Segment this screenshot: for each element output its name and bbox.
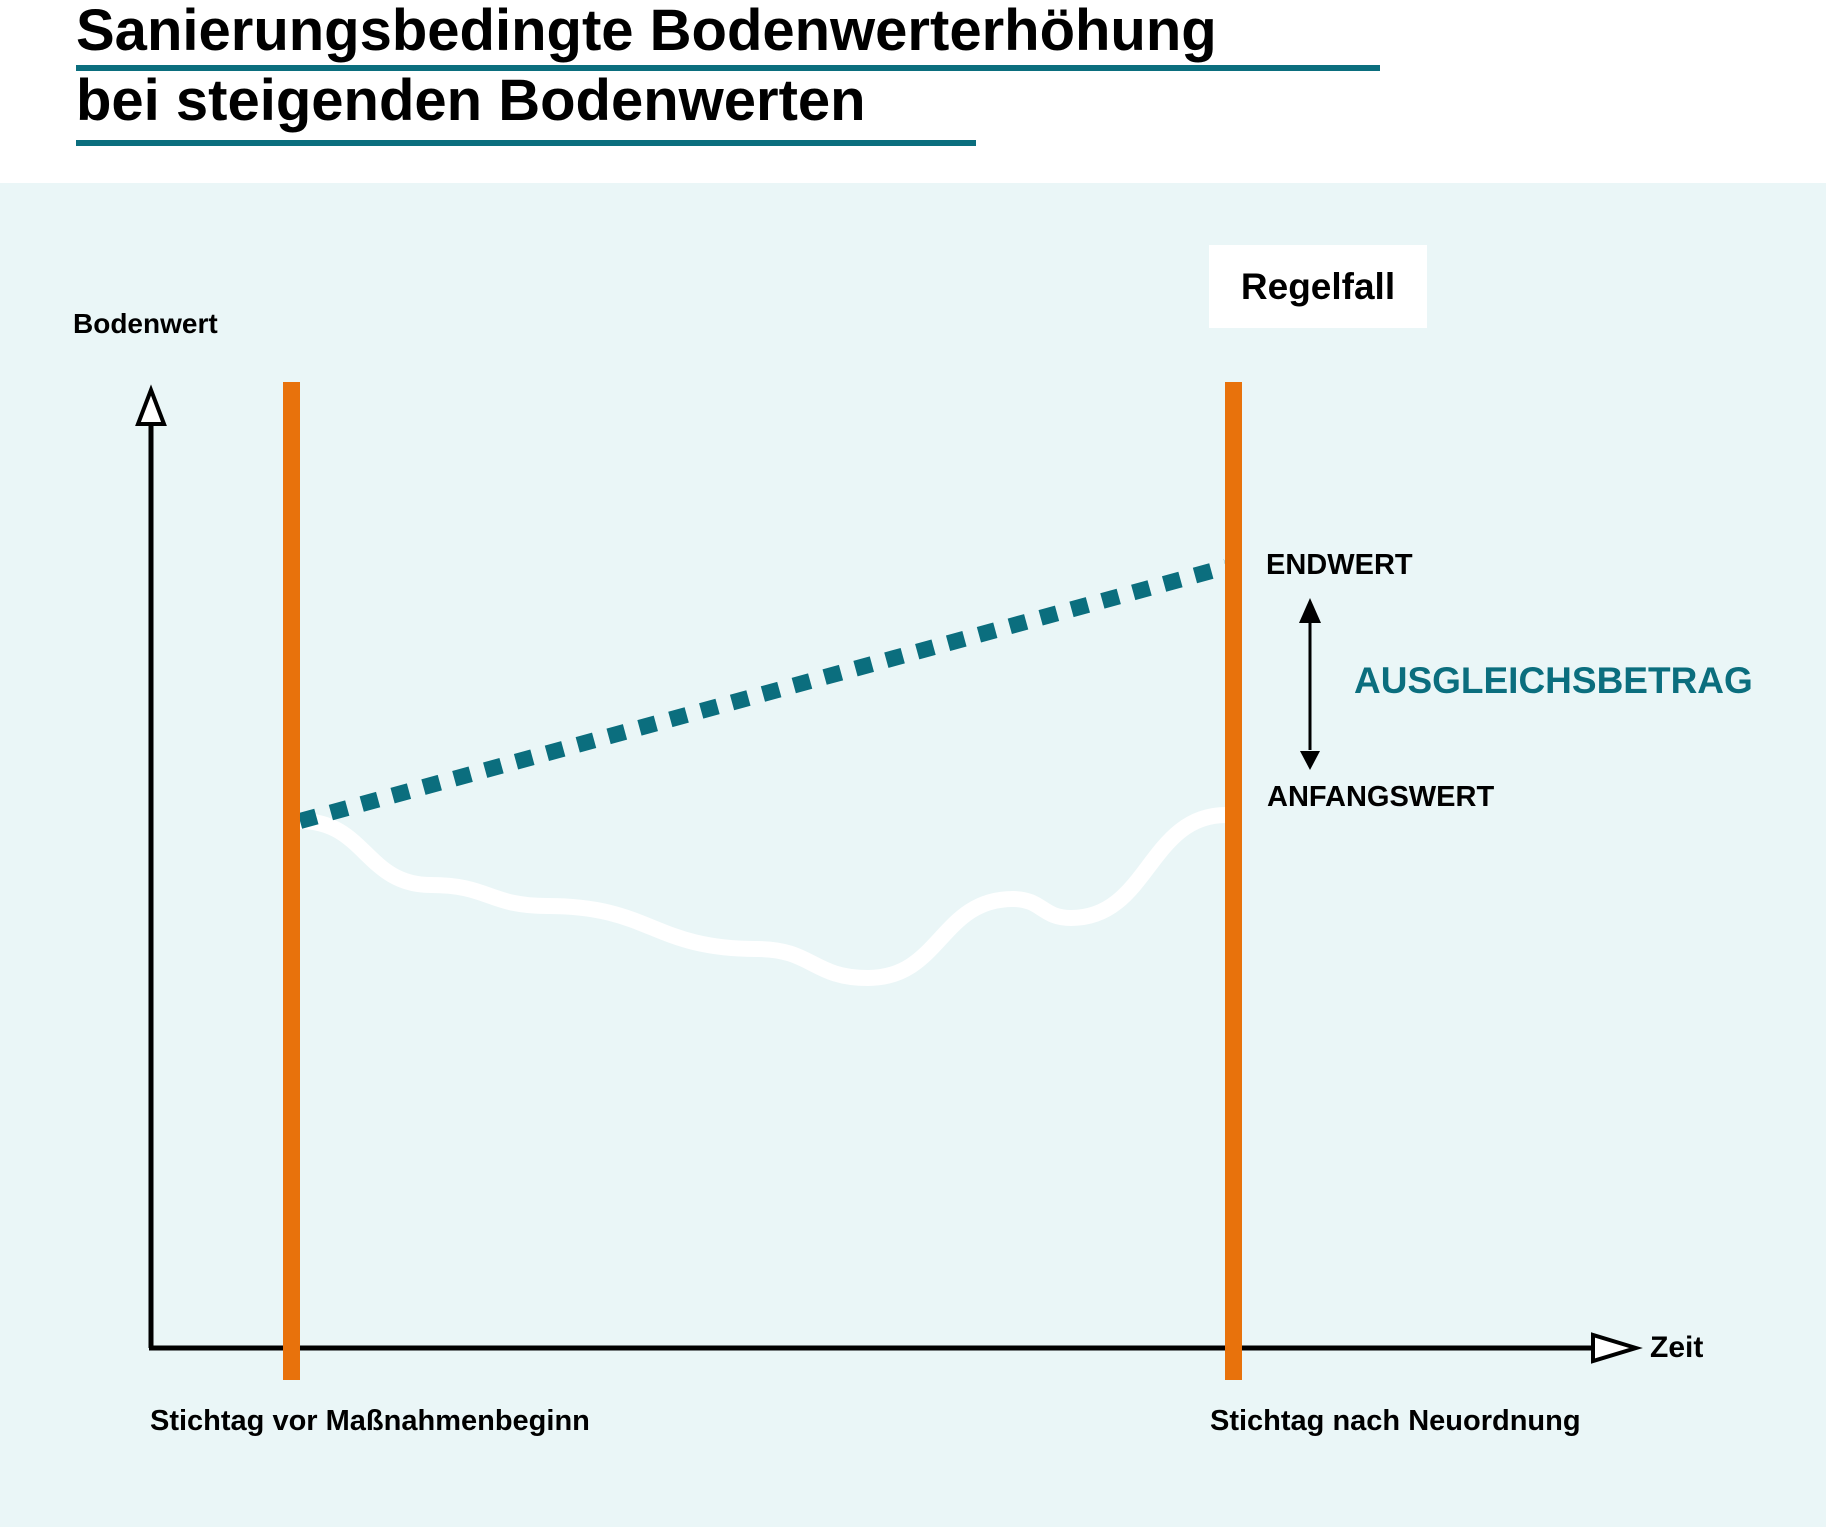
title-line-1: Sanierungsbedingte Bodenwerterhöhung [76, 0, 1217, 63]
case-label: Regelfall [1240, 265, 1396, 307]
title-underline-1 [76, 65, 1380, 71]
arrow-up-icon [1299, 598, 1321, 623]
start-value-label: ANFANGSWERT [1267, 781, 1495, 813]
end-value-label: ENDWERT [1266, 549, 1413, 581]
title-underline-2 [76, 140, 976, 146]
difference-label: AUSGLEICHSBETRAG [1354, 660, 1753, 701]
y-axis-arrow-icon [135, 384, 167, 426]
x-axis-arrow-icon [1591, 1332, 1643, 1364]
end-date-marker [1225, 382, 1242, 1380]
expected-value-line [297, 559, 1229, 829]
start-date-label: Stichtag vor Maßnahmenbeginn [150, 1405, 590, 1437]
end-date-label: Stichtag nach Neuordnung [1210, 1405, 1581, 1437]
arrow-down-icon [1300, 751, 1320, 770]
title-line-2: bei steigenden Bodenwerten [76, 68, 866, 133]
start-date-marker [283, 382, 300, 1380]
diagram-background [0, 183, 1826, 1527]
x-axis-label: Zeit [1650, 1331, 1704, 1364]
case-label-box: Regelfall [1209, 245, 1427, 328]
actual-value-curve [292, 807, 1234, 986]
y-axis-label: Bodenwert [73, 308, 218, 339]
